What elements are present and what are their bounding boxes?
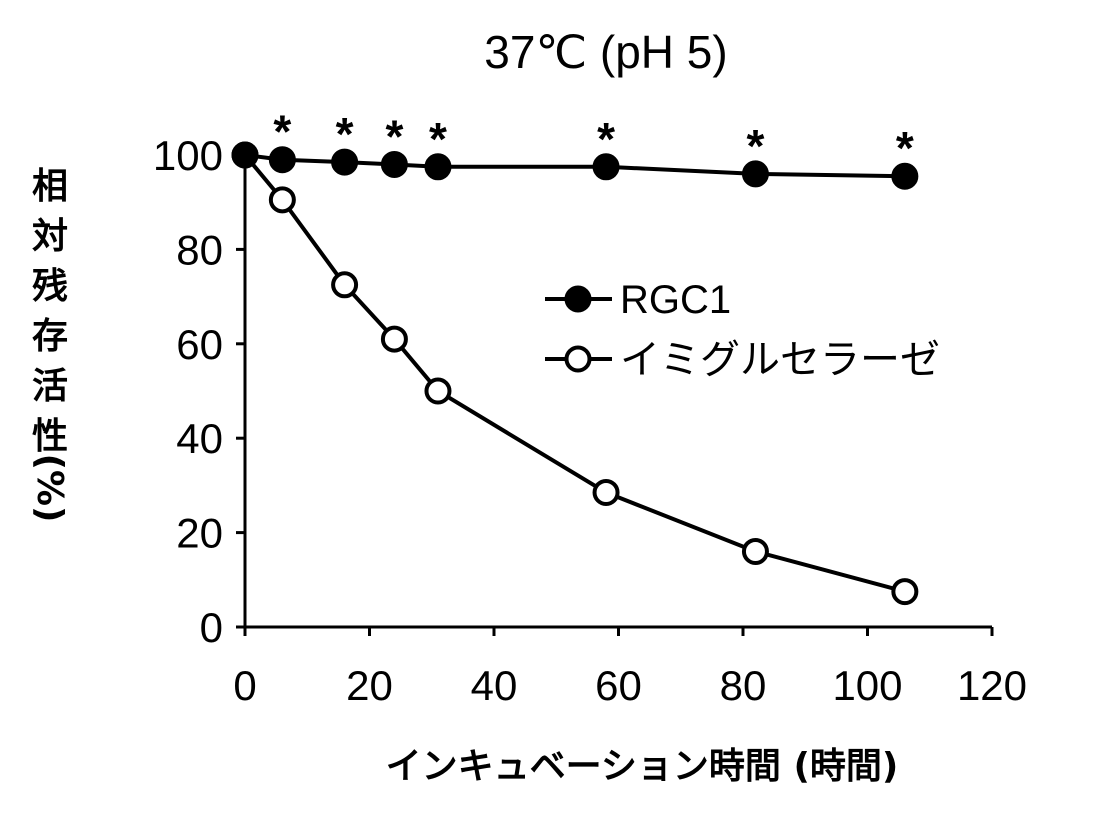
significance-asterisk: * <box>746 120 764 172</box>
legend-label: イミグルセラーゼ <box>620 338 940 382</box>
y-tick-label: 20 <box>176 510 223 557</box>
x-tick-label: 60 <box>595 662 642 709</box>
y-axis-title-char: 性 <box>32 416 68 457</box>
significance-asterisk: * <box>896 122 914 174</box>
y-axis-ticks: 0 20 40 60 80 100 <box>153 132 245 651</box>
y-axis-title-char: 存 <box>32 316 68 357</box>
y-tick-label: 60 <box>176 321 223 368</box>
data-point <box>333 273 356 296</box>
x-tick-label: 40 <box>471 662 518 709</box>
significance-asterisk: * <box>597 113 615 165</box>
data-point <box>893 580 916 603</box>
y-axis-title-char: 活 <box>32 366 68 407</box>
data-point <box>383 328 406 351</box>
data-point <box>426 380 449 403</box>
y-axis-title-char: 相 <box>32 166 68 207</box>
x-axis-ticks: 0 20 40 60 80 100 120 <box>233 627 1027 709</box>
legend-item: RGC1 <box>545 278 731 322</box>
legend-label: RGC1 <box>620 278 731 322</box>
legend-swatch-marker <box>567 348 590 371</box>
y-axis-title-char: 対 <box>32 216 68 257</box>
x-axis-title: インキュベーション時間 (時間) <box>386 746 899 787</box>
data-point <box>234 144 257 167</box>
x-tick-label: 20 <box>346 662 393 709</box>
legend: RGC1 イミグルセラーゼ <box>545 278 940 382</box>
x-tick-label: 100 <box>832 662 902 709</box>
significance-asterisk: * <box>336 108 354 160</box>
chart-title: 37℃ (pH 5) <box>484 26 727 78</box>
data-point <box>744 540 767 563</box>
y-tick-label: 40 <box>176 415 223 462</box>
y-tick-label: 100 <box>153 132 223 179</box>
data-point <box>595 481 618 504</box>
y-axis-title-char: 残 <box>32 266 68 307</box>
significance-asterisk: * <box>385 110 403 162</box>
legend-swatch-marker <box>567 288 590 311</box>
x-tick-label: 120 <box>957 662 1027 709</box>
x-tick-label: 80 <box>720 662 767 709</box>
chart: 37℃ (pH 5) 相対残存活性(%) 0 20 40 60 80 100 0 20 40 6… <box>0 0 1102 832</box>
significance-asterisk: * <box>273 106 291 158</box>
y-tick-label: 0 <box>200 604 223 651</box>
y-axis-title-char: (%) <box>29 454 70 523</box>
y-axis-title: 相対残存活性(%) <box>29 166 70 522</box>
y-tick-label: 80 <box>176 226 223 273</box>
legend-item: イミグルセラーゼ <box>545 338 940 382</box>
data-point <box>271 188 294 211</box>
significance-asterisk: * <box>429 113 447 165</box>
x-tick-label: 0 <box>233 662 256 709</box>
